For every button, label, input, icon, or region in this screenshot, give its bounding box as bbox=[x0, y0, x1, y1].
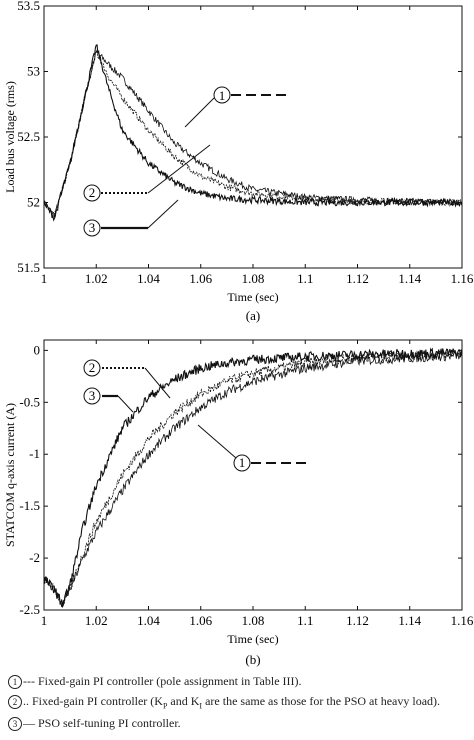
chart-b-xtick-label: 1.02 bbox=[85, 613, 108, 628]
chart-a-xtick-label: 1.04 bbox=[137, 271, 160, 286]
chart-b-xtick-label: 1.14 bbox=[398, 613, 421, 628]
chart-a-annotation-2-label: 2 bbox=[89, 185, 96, 200]
chart-b-series-3 bbox=[43, 347, 463, 608]
chart-b-ytick-label: -0.5 bbox=[19, 394, 40, 409]
chart-a-series-1 bbox=[43, 49, 463, 218]
chart-b-xtick-label: 1 bbox=[41, 613, 48, 628]
chart-b-ytick-label: -1.5 bbox=[19, 498, 40, 513]
chart-b-series-1 bbox=[43, 350, 463, 607]
legend-item-1-number: 1 bbox=[8, 675, 22, 689]
chart-a-annotation-3: 3 bbox=[83, 199, 179, 237]
chart-b-annotation-2: 2 bbox=[83, 359, 171, 399]
chart-b-xtick-label: 1.06 bbox=[189, 613, 212, 628]
chart-b-xtick-label: 1.08 bbox=[242, 613, 265, 628]
legend-item-2-mid: and K bbox=[167, 694, 200, 708]
chart-b-ylabel: STATCOM q-axis current (A) bbox=[3, 403, 17, 547]
chart-a-xtick-label: 1 bbox=[41, 271, 48, 286]
chart-a-xlabel: Time (sec) bbox=[227, 290, 278, 304]
legend: 1 --- Fixed-gain PI controller (pole assi… bbox=[8, 674, 440, 732]
chart-a-xtick-label: 1.14 bbox=[398, 271, 421, 286]
legend-item-2: 2.. Fixed-gain PI controller (KP and KI … bbox=[8, 694, 440, 713]
chart-b-annotation-1: 1 bbox=[197, 424, 310, 472]
legend-item-1: 1 --- Fixed-gain PI controller (pole assi… bbox=[8, 674, 440, 689]
chart-a-ytick-label: 51.5 bbox=[17, 260, 40, 275]
chart-a-ylabel: Load bus voltage (rms) bbox=[3, 81, 17, 193]
legend-item-2-sub-p: P bbox=[162, 701, 168, 711]
chart-b-xtick-label: 1.16 bbox=[451, 613, 474, 628]
chart-a-annotation-1: 1 bbox=[184, 86, 290, 128]
chart-b-annotation-2-label: 2 bbox=[89, 360, 96, 375]
legend-item-2-sub-i: I bbox=[199, 701, 203, 711]
chart-b-annotation-3: 3 bbox=[83, 387, 134, 413]
chart-b-series-2 bbox=[43, 348, 463, 607]
chart-a-annotation-1-label: 1 bbox=[219, 88, 226, 103]
chart-a-xtick-label: 1.02 bbox=[85, 271, 108, 286]
chart-a-xtick-label: 1.1 bbox=[297, 271, 313, 286]
chart-b-xtick-label: 1.12 bbox=[346, 613, 369, 628]
chart-b: 0 -0.5 -1 -1.5 -2 -2.5 1 1.02 1.04 1.06 1.08 1.1 1.… bbox=[3, 339, 474, 667]
legend-item-2-number: 2 bbox=[8, 695, 22, 709]
chart-a-series-3 bbox=[43, 44, 463, 222]
chart-b-ytick-label: -2 bbox=[29, 550, 40, 565]
chart-b-ytick-label: -2.5 bbox=[19, 602, 40, 617]
legend-item-1-text: --- Fixed-gain PI controller (pole assig… bbox=[23, 674, 302, 688]
legend-item-3-text: — PSO self-tuning PI controller. bbox=[23, 716, 181, 731]
chart-a-xtick-label: 1.16 bbox=[451, 271, 474, 286]
legend-item-3-number: 3 bbox=[8, 717, 22, 732]
chart-b-ytick-label: 0 bbox=[34, 342, 41, 357]
legend-item-2-text: .. Fixed-gain PI controller (K bbox=[23, 694, 163, 708]
chart-a-annotation-3-label: 3 bbox=[89, 220, 96, 235]
chart-b-annotation-3-label: 3 bbox=[89, 388, 96, 403]
chart-a-ytick-label: 52.5 bbox=[17, 129, 40, 144]
chart-b-ytick-label: -1 bbox=[29, 446, 40, 461]
chart-b-annotation-1-label: 1 bbox=[239, 455, 246, 470]
chart-a-caption: (a) bbox=[246, 308, 260, 323]
chart-a-series-2 bbox=[43, 50, 463, 216]
chart-b-xtick-label: 1.04 bbox=[137, 613, 160, 628]
chart-a-xtick-label: 1.06 bbox=[189, 271, 212, 286]
chart-a: 51.5 52 52.5 53 53.5 1 1.02 1.04 1.06 1.08 1.1 1.1… bbox=[3, 0, 474, 323]
chart-a-ytick-label: 52 bbox=[27, 195, 40, 210]
chart-a-annotation-2: 2 bbox=[83, 144, 211, 202]
chart-b-xtick-label: 1.1 bbox=[297, 613, 313, 628]
chart-b-xlabel: Time (sec) bbox=[227, 632, 278, 646]
chart-a-xtick-label: 1.08 bbox=[242, 271, 265, 286]
chart-a-ytick-label: 53 bbox=[27, 64, 40, 79]
chart-b-caption: (b) bbox=[245, 652, 260, 667]
chart-a-xtick-label: 1.12 bbox=[346, 271, 369, 286]
legend-item-3: 3— PSO self-tuning PI controller. bbox=[8, 716, 440, 732]
legend-item-2-tail: are the same as those for the PSO at hea… bbox=[202, 694, 441, 708]
chart-a-ytick-label: 53.5 bbox=[17, 0, 40, 13]
